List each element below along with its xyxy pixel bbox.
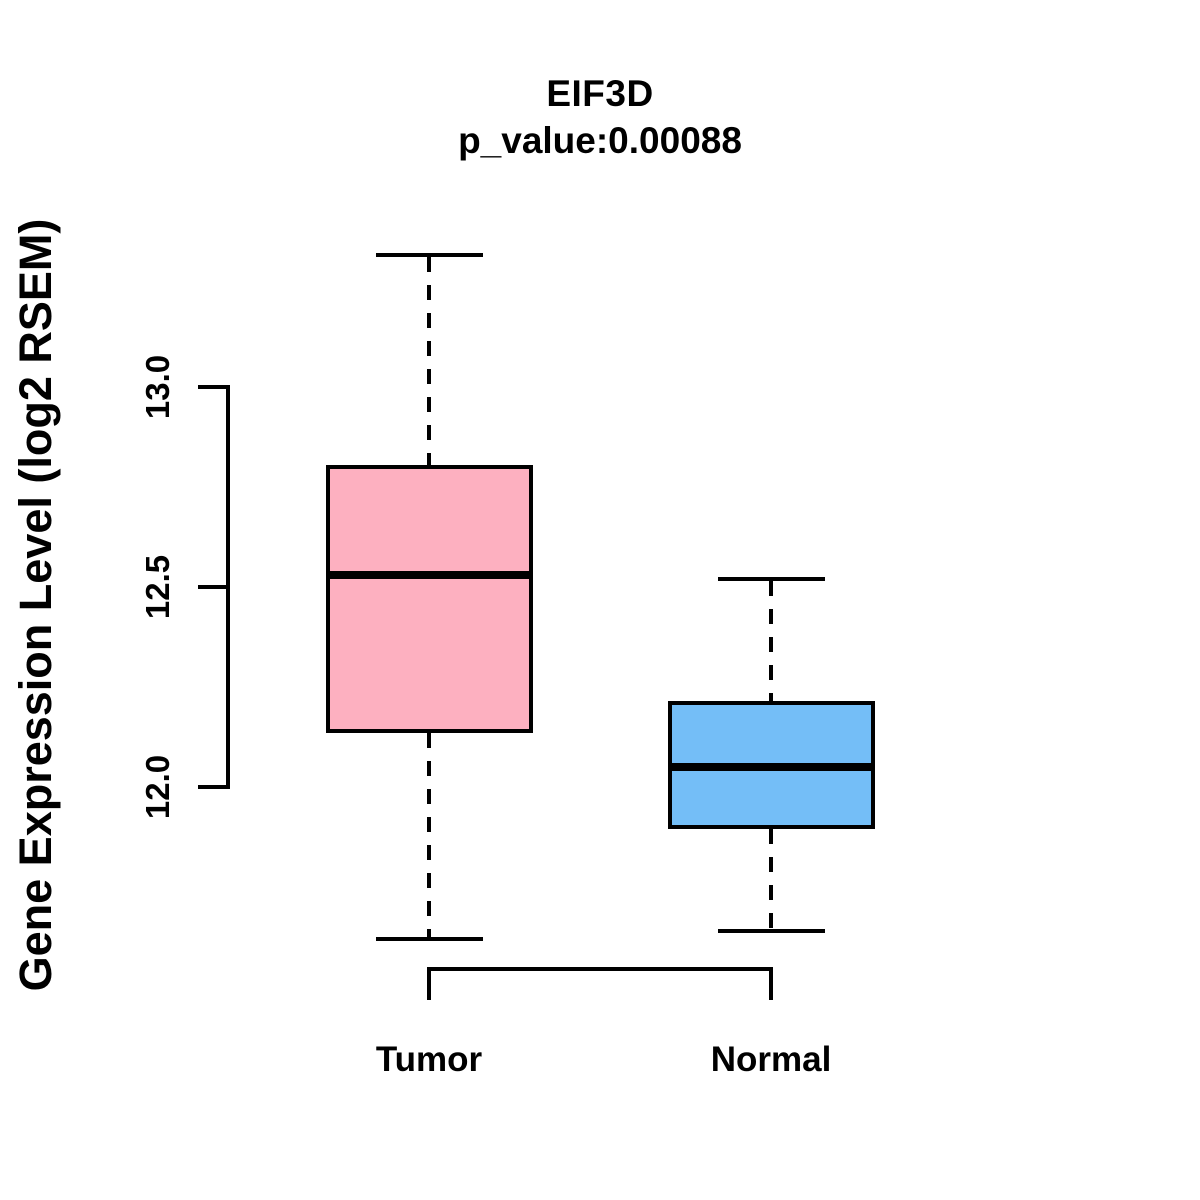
whisker-cap-bottom-normal	[717, 929, 825, 933]
whisker-cap-bottom-tumor	[375, 937, 483, 941]
whisker-upper-tumor	[427, 257, 431, 465]
x-label-normal: Normal	[710, 1040, 832, 1079]
y-axis-tick-label: 12.0	[139, 754, 176, 820]
whisker-cap-top-tumor	[375, 253, 483, 257]
y-axis-label: Gene Expression Level (log2 RSEM)	[10, 218, 61, 992]
median-tumor	[325, 571, 533, 579]
x-axis-line	[427, 967, 773, 971]
box-tumor	[325, 465, 533, 733]
whisker-cap-top-normal	[717, 577, 825, 581]
y-axis-tick	[198, 785, 226, 789]
chart-title-block: EIF3D p_value:0.00088	[0, 70, 1200, 164]
chart-subtitle: p_value:0.00088	[458, 120, 742, 161]
whisker-lower-tumor	[427, 733, 431, 937]
chart-title: EIF3D	[546, 73, 654, 114]
y-axis-tick-label: 13.0	[139, 354, 176, 420]
median-normal	[667, 763, 875, 771]
y-axis-line	[226, 385, 230, 789]
x-axis-tick-tumor	[427, 967, 431, 1000]
y-axis-tick	[198, 585, 226, 589]
y-axis-tick-label: 12.5	[139, 554, 176, 620]
x-axis-tick-normal	[769, 967, 773, 1000]
whisker-upper-normal	[769, 581, 773, 701]
y-axis-tick	[198, 385, 226, 389]
x-label-tumor: Tumor	[375, 1040, 483, 1079]
whisker-lower-normal	[769, 829, 773, 929]
